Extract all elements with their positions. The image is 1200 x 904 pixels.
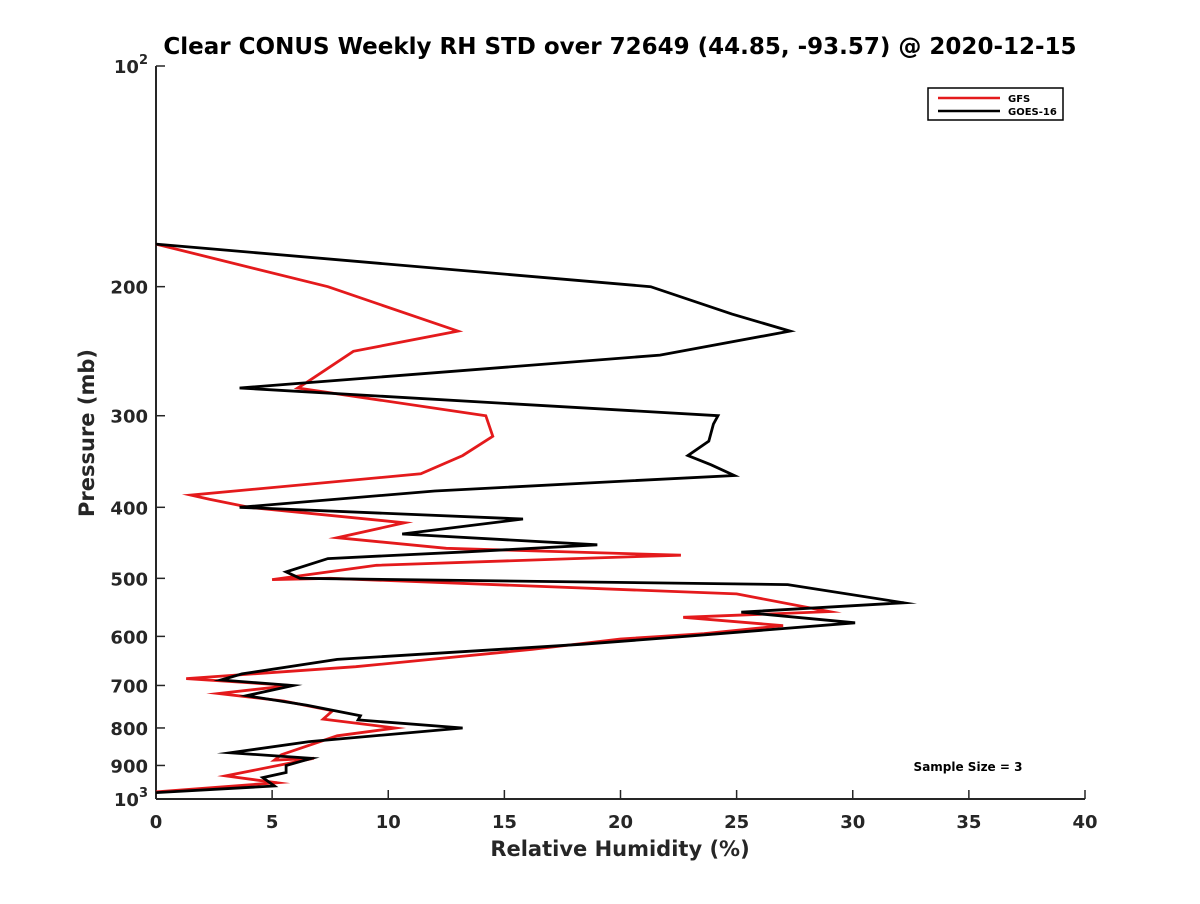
x-axis-label: Relative Humidity (%)	[490, 837, 749, 861]
y-tick-label: 700	[110, 676, 148, 697]
legend-box	[927, 87, 1064, 121]
x-tick-label: 5	[266, 812, 279, 833]
chart-title: Clear CONUS Weekly RH STD over 72649 (44…	[163, 34, 1076, 60]
y-axis-label: Pressure (mb)	[75, 349, 99, 517]
legend-label-goes-16: GOES-16	[1008, 107, 1057, 118]
x-tick-label: 30	[840, 812, 865, 833]
y-tick-label: 300	[110, 407, 148, 428]
legend: GFS GOES-16	[927, 87, 1064, 121]
y-tick-label: 900	[110, 756, 148, 777]
y-tick-label: 200	[110, 278, 148, 299]
axes: 0 5 10 15 20 25 30 35 40 102 200 300 400 500 600 700 800…	[110, 53, 1097, 833]
series-line-gfs	[155, 242, 842, 794]
legend-label-gfs: GFS	[1008, 94, 1030, 105]
x-tick-label: 0	[150, 812, 163, 833]
x-tick-label: 10	[376, 812, 401, 833]
x-tick-label: 25	[724, 812, 749, 833]
y-tick-label: 102	[114, 53, 148, 78]
sample-size-annotation: Sample Size = 3	[914, 760, 1023, 774]
series-layer	[155, 242, 917, 794]
y-tick-label: 400	[110, 498, 148, 519]
x-tick-label: 15	[492, 812, 517, 833]
series-line-goes-16	[155, 242, 917, 794]
y-tick-label: 600	[110, 627, 148, 648]
y-tick-label: 800	[110, 719, 148, 740]
y-tick-label: 500	[110, 569, 148, 590]
x-tick-label: 35	[956, 812, 981, 833]
x-tick-label: 20	[608, 812, 633, 833]
x-tick-label: 40	[1072, 812, 1097, 833]
y-tick-label: 103	[114, 786, 148, 811]
